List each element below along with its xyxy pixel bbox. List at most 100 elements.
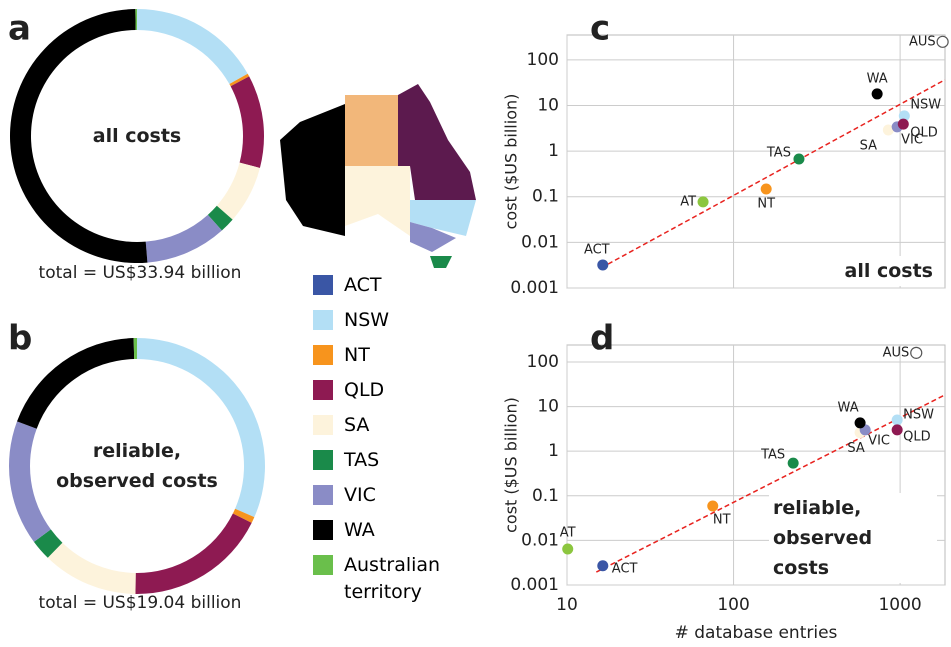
legend-item: WA (313, 517, 433, 544)
point-label: SA (847, 441, 864, 456)
point-label: ACT (612, 561, 638, 576)
legend-swatch (313, 345, 333, 365)
panel-label: c (590, 9, 610, 49)
legend-label: VIC (344, 484, 376, 506)
donut-segment (17, 338, 135, 429)
legend-label: NT (344, 344, 370, 366)
point (793, 153, 805, 165)
point (597, 259, 609, 271)
donut-segment (135, 513, 252, 594)
y-tick-label: 0.001 (510, 575, 559, 595)
y-tick-label: 10 (537, 397, 559, 417)
legend-label: WA (344, 519, 375, 541)
inset-label: reliable, observed costs (769, 493, 937, 583)
point-label: ACT (584, 242, 610, 257)
donut-segment (232, 508, 255, 523)
point-label: WA (867, 71, 888, 86)
y-tick-label: 1 (548, 441, 559, 461)
legend-label: Australian territory (344, 554, 441, 603)
point (787, 457, 799, 469)
legend-item: TAS (313, 447, 433, 474)
inset-label: all costs (840, 256, 937, 286)
donut-segment (133, 338, 137, 360)
legend-item: VIC (313, 482, 433, 509)
center-label: all costs (92, 125, 182, 147)
panel-label: d (590, 319, 614, 359)
y-tick-label: 0.01 (521, 530, 559, 550)
donut-segment (229, 73, 250, 87)
center-label: reliable, observed costs (56, 440, 218, 492)
point-label: VIC (901, 132, 923, 147)
point (562, 543, 574, 555)
y-tick-label: 0.1 (532, 486, 559, 506)
legend-item: NSW (313, 307, 433, 334)
donut-segment (230, 76, 264, 168)
point-label: NT (757, 196, 775, 211)
point (707, 500, 719, 512)
y-axis-label: cost ($US billion) (502, 94, 521, 230)
australia-map (280, 84, 476, 268)
point (936, 35, 949, 48)
y-tick-label: 0.1 (532, 187, 559, 207)
donut-segment (47, 542, 136, 594)
point-label: WA (838, 400, 859, 415)
point-label: QLD (903, 429, 931, 444)
y-tick-label: 100 (527, 352, 559, 372)
point (597, 560, 609, 572)
point-label: TAS (760, 448, 785, 463)
legend-swatch (313, 555, 333, 575)
donut-segment (8, 421, 51, 542)
point-label: AT (560, 526, 576, 541)
y-axis-label: cost ($US billion) (502, 397, 521, 533)
point-label: TAS (766, 146, 791, 161)
legend-swatch (313, 415, 333, 435)
point (882, 124, 894, 136)
point-label: NSW (903, 407, 934, 422)
legend-label: TAS (344, 449, 380, 471)
point-label: AT (680, 194, 696, 209)
plot-frame (566, 34, 946, 289)
point-label: NSW (910, 97, 941, 112)
x-axis-label: # database entries (675, 623, 838, 643)
legend-item: Australian territory (313, 552, 441, 606)
donut-segment (137, 338, 265, 518)
donut-segment (207, 205, 233, 231)
point-label: AUS (883, 345, 910, 360)
point-label: SA (860, 138, 877, 153)
donut-segment (33, 529, 63, 558)
point (760, 183, 772, 195)
legend-label: SA (344, 414, 370, 436)
point (697, 196, 709, 208)
y-tick-label: 1 (548, 141, 559, 161)
donut-segment (145, 214, 222, 263)
point (897, 118, 909, 130)
point (891, 414, 903, 426)
legend-label: QLD (344, 379, 385, 401)
legend-item: QLD (313, 377, 433, 404)
legend-swatch (313, 380, 333, 400)
x-tick-label: 10 (556, 595, 578, 615)
total-label: total = US$19.04 billion (39, 593, 242, 613)
panel-label: a (8, 9, 31, 49)
donut-segment (135, 9, 137, 31)
point-label: AUS (909, 34, 936, 49)
y-tick-label: 100 (527, 50, 559, 70)
fit-line (600, 79, 946, 269)
point-label: QLD (910, 126, 938, 141)
y-tick-label: 0.001 (510, 278, 559, 298)
point-label: VIC (868, 433, 890, 448)
legend-swatch (313, 275, 333, 295)
x-tick-label: 100 (717, 595, 749, 615)
point (854, 417, 866, 429)
legend-item: ACT (313, 272, 433, 299)
legend-item: NT (313, 342, 433, 369)
y-tick-label: 10 (537, 95, 559, 115)
total-label: total = US$33.94 billion (39, 263, 242, 283)
legend-swatch (313, 310, 333, 330)
donut-segment (137, 9, 248, 85)
legend-swatch (313, 520, 333, 540)
point (871, 88, 883, 100)
donut-segment (9, 9, 148, 264)
legend-swatch (313, 485, 333, 505)
